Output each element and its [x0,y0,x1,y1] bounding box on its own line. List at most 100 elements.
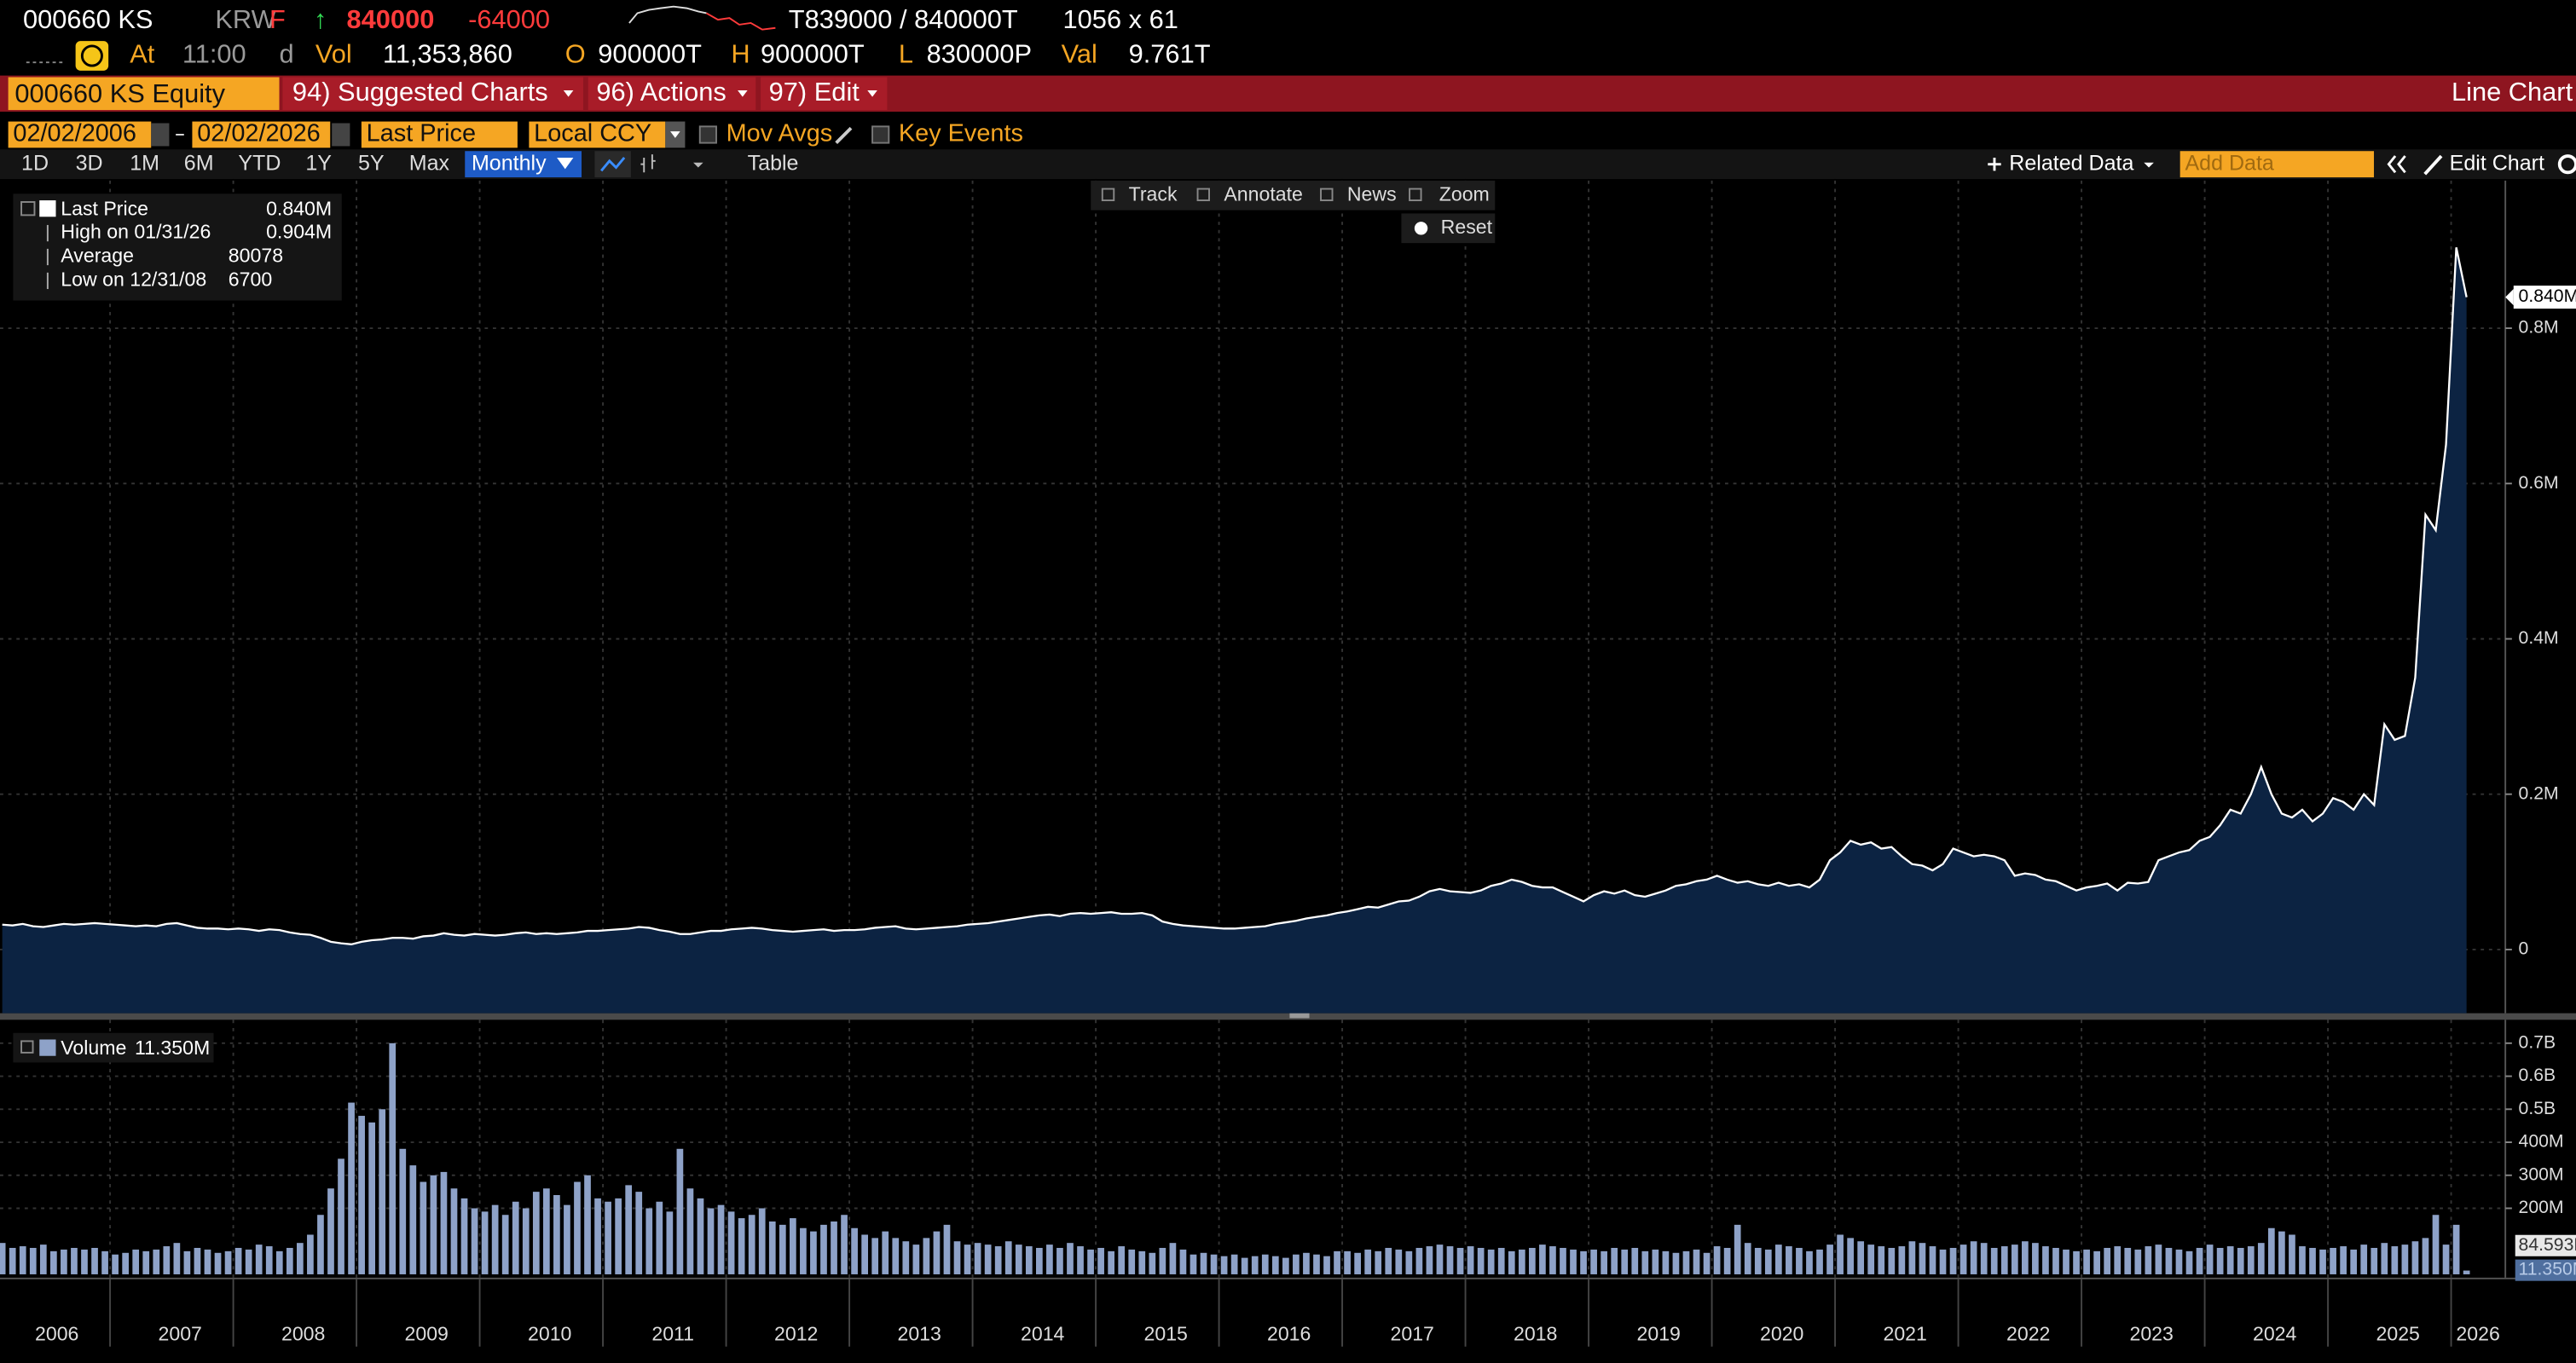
volume-bar [1528,1247,1536,1274]
volume-bar [9,1247,16,1274]
settings-icon[interactable] [2557,154,2576,175]
tool-button[interactable]: Track [1129,182,1178,205]
tool-icon [1409,188,1422,201]
suggested-charts: 94) Suggested Charts [292,77,548,107]
volume-bar [1251,1256,1259,1274]
volume-bar [501,1215,509,1274]
volume-bar [1888,1247,1896,1274]
volume-bar [2032,1243,2039,1274]
period-button[interactable]: 1Y [305,151,332,175]
field-selector[interactable] [361,121,518,148]
period-button[interactable]: 1D [21,151,49,175]
volume-bar [1046,1245,1053,1274]
period-button[interactable]: 1M [130,151,159,175]
end-date-field[interactable] [192,121,331,148]
bar-chart-icon[interactable] [640,154,656,173]
tool-icon [1196,188,1210,201]
volume-bar [2330,1247,2336,1274]
volume-bar [1621,1249,1629,1274]
period-button[interactable]: 3D [76,151,103,175]
volume-bar [1518,1249,1525,1274]
start-date-field[interactable] [8,121,152,148]
mov-avgs-checkbox[interactable] [698,125,717,144]
security-field[interactable] [8,77,280,111]
table-button[interactable]: Table [748,151,799,175]
price-area [2,247,2467,1014]
last-value-box [2513,286,2576,309]
volume-bar [1703,1252,1711,1274]
tool-button[interactable]: Annotate [1224,182,1303,205]
volume-bar [882,1231,889,1274]
volume-bar [1672,1252,1680,1274]
volume-bar [2196,1247,2203,1274]
volume-bar [389,1042,397,1274]
pencil-icon[interactable] [835,126,853,144]
stat-value: 6700 [229,269,272,291]
dropdown-arrow[interactable] [693,162,703,168]
calendar-icon[interactable] [151,123,170,147]
volume-bar [1560,1247,1566,1274]
x-tick-label: 2019 [1636,1322,1680,1344]
volume-bar [2165,1247,2173,1274]
volume-bar [831,1221,837,1274]
suggested-button[interactable] [282,77,583,111]
volume-bar [522,1208,530,1274]
period-button[interactable]: YTD [238,151,281,175]
frequency: Monthly [472,151,547,175]
currency-selector[interactable] [529,121,666,148]
volume-bar [800,1227,807,1274]
volume-bar [635,1192,643,1274]
period-button[interactable]: 6M [184,151,214,175]
key-events-checkbox[interactable] [871,125,890,144]
related-data[interactable]: Related Data [2009,151,2133,175]
x-tick-label: 2021 [1883,1322,1926,1344]
collapse-box[interactable] [20,200,36,217]
volume-bar [1693,1249,1700,1274]
add-data-field[interactable] [2179,151,2375,178]
legend-label: Last Price [61,198,148,220]
volume-bar [727,1211,735,1274]
volume-bar [1436,1245,1444,1274]
tool-button[interactable]: Zoom [1439,182,1490,205]
calendar-icon[interactable] [332,123,350,147]
volume-bar [1149,1252,1156,1274]
volume-bar [2052,1247,2059,1274]
edit-chart[interactable]: Edit Chart [2450,151,2544,175]
volume-bar [153,1249,160,1274]
volume-bar [1898,1246,1906,1274]
volume-bar [275,1250,283,1274]
volume-bar [234,1247,242,1274]
edit-button[interactable] [761,77,888,111]
volume-bar [1210,1254,1218,1274]
volume-bar [1004,1241,1012,1274]
volume-bar [1293,1254,1300,1274]
y-tick-label: 0.7B [2519,1032,2556,1052]
x-tick-label: 2018 [1514,1322,1557,1344]
last-value-label: 0.840M [2519,286,2576,306]
actions-button[interactable] [588,77,756,111]
edit: 97) Edit [769,77,860,107]
volume-bar [2021,1241,2029,1274]
volume-bar [1774,1245,1782,1274]
volume-bar [1128,1249,1136,1274]
volume-bar [1652,1249,1659,1274]
volume-bar [2299,1246,2306,1274]
sparkline-down [705,12,776,31]
volume-bar [1959,1245,1967,1274]
plus-icon [1988,157,2001,171]
volume-bar [2360,1245,2368,1274]
tool-button[interactable]: News [1347,182,1397,205]
volume-bar [1179,1249,1187,1274]
collapse-box[interactable] [20,1040,34,1054]
y-tick-label: 0.8M [2519,318,2559,338]
period-button[interactable]: 5Y [358,151,385,175]
volume-bar [964,1245,971,1274]
volume-bar [163,1246,171,1274]
volume-bar [1415,1247,1423,1274]
volume-bar [923,1238,930,1274]
volume-bar [1497,1247,1505,1274]
collapse-icon[interactable] [2387,155,2406,174]
legend-swatch [39,1039,56,1056]
volume-bar [584,1175,591,1274]
period-button[interactable]: Max [409,151,450,175]
